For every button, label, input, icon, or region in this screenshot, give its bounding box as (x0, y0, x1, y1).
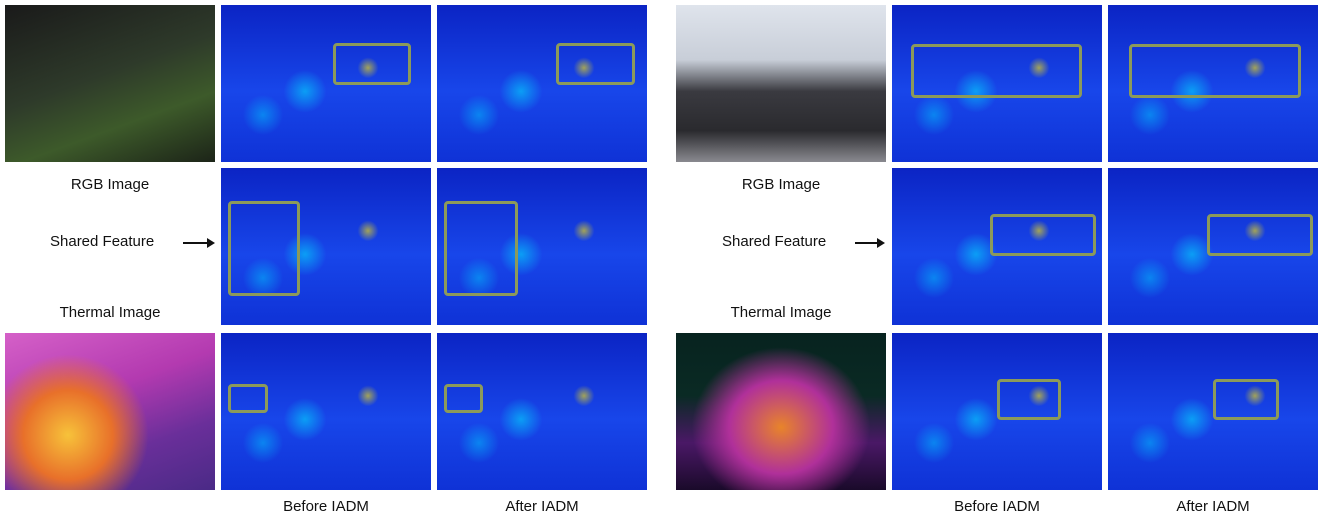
label: RGB Image (676, 176, 886, 193)
caption: Before IADM (892, 498, 1102, 515)
label: Shared Feature (722, 233, 826, 250)
rgb-image (676, 5, 886, 162)
label: Thermal Image (5, 304, 215, 321)
label: Shared Feature (50, 233, 154, 250)
figure: RGB Image Shared Feature Thermal Image B… (0, 0, 1325, 521)
thermal-image (5, 333, 215, 490)
highlight-box (990, 214, 1096, 256)
highlight-box (444, 384, 483, 413)
highlight-box (333, 43, 411, 85)
rgb-image (5, 5, 215, 162)
label: RGB Image (5, 176, 215, 193)
highlight-box (997, 379, 1061, 420)
arrow (183, 242, 213, 244)
highlight-box (1129, 44, 1301, 98)
arrow (855, 242, 883, 244)
highlight-box (444, 201, 518, 296)
thermal-image (676, 333, 886, 490)
highlight-box (228, 384, 268, 413)
label: Thermal Image (676, 304, 886, 321)
caption: Before IADM (221, 498, 431, 515)
highlight-box (911, 44, 1082, 98)
highlight-box (1207, 214, 1313, 256)
highlight-box (556, 43, 635, 85)
caption: After IADM (437, 498, 647, 515)
highlight-box (1213, 379, 1279, 420)
highlight-box (228, 201, 300, 296)
caption: After IADM (1108, 498, 1318, 515)
